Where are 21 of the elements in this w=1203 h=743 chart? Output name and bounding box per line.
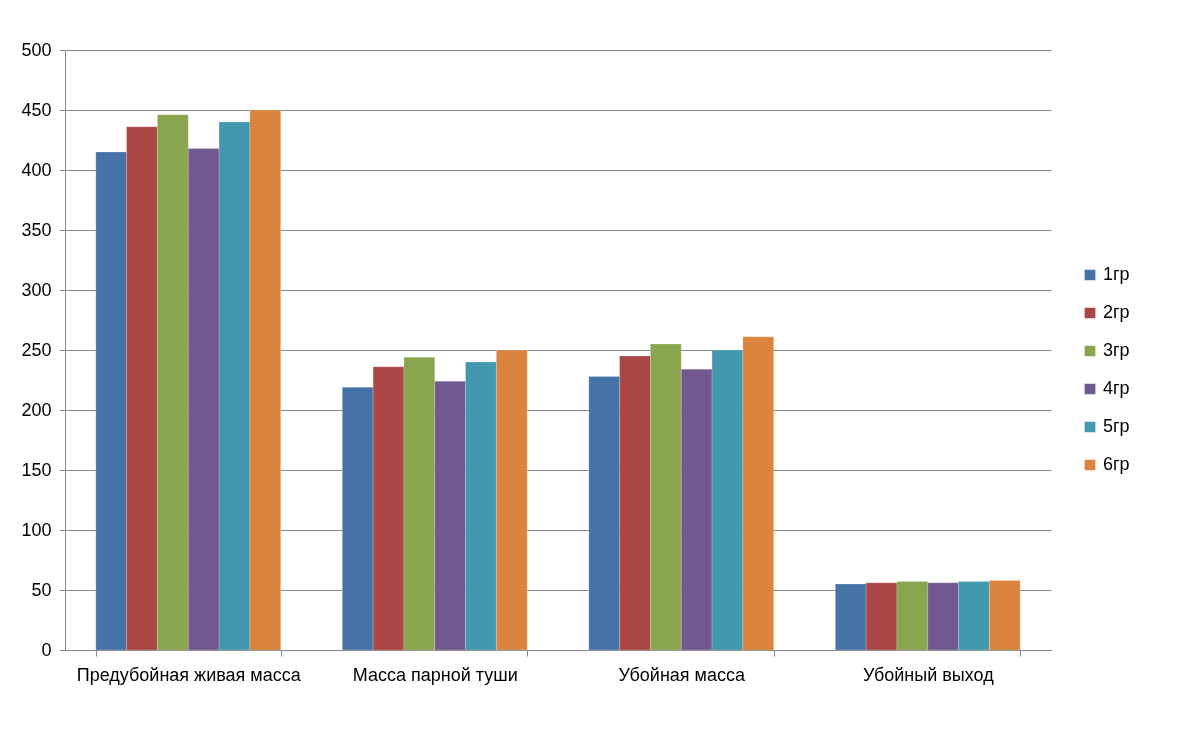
x-tick-label: Предубойная живая масса xyxy=(76,664,302,685)
y-tick-label: 50 xyxy=(31,579,52,600)
y-tick-label: 350 xyxy=(21,219,52,240)
legend-label: 6гр xyxy=(1103,454,1130,474)
x-tick-label: Убойный выход xyxy=(862,664,995,685)
y-tick-label: 500 xyxy=(21,39,52,60)
y-tick-label: 0 xyxy=(41,639,52,660)
x-tick-label: Убойная масса xyxy=(618,664,746,685)
y-tick-label: 200 xyxy=(21,399,52,420)
legend-label: 4гр xyxy=(1103,378,1130,398)
x-tick-label: Масса парной туши xyxy=(352,664,518,685)
y-tick-label: 450 xyxy=(21,99,52,120)
y-tick-label: 250 xyxy=(21,339,52,360)
legend-label: 5гр xyxy=(1103,416,1130,436)
y-tick-label: 100 xyxy=(21,519,52,540)
y-tick-label: 400 xyxy=(21,159,52,180)
y-tick-label: 150 xyxy=(21,459,52,480)
legend-label: 3гр xyxy=(1103,340,1130,360)
legend-label: 1гр xyxy=(1103,264,1130,284)
legend-label: 2гр xyxy=(1103,302,1130,322)
y-tick-label: 300 xyxy=(21,279,52,300)
